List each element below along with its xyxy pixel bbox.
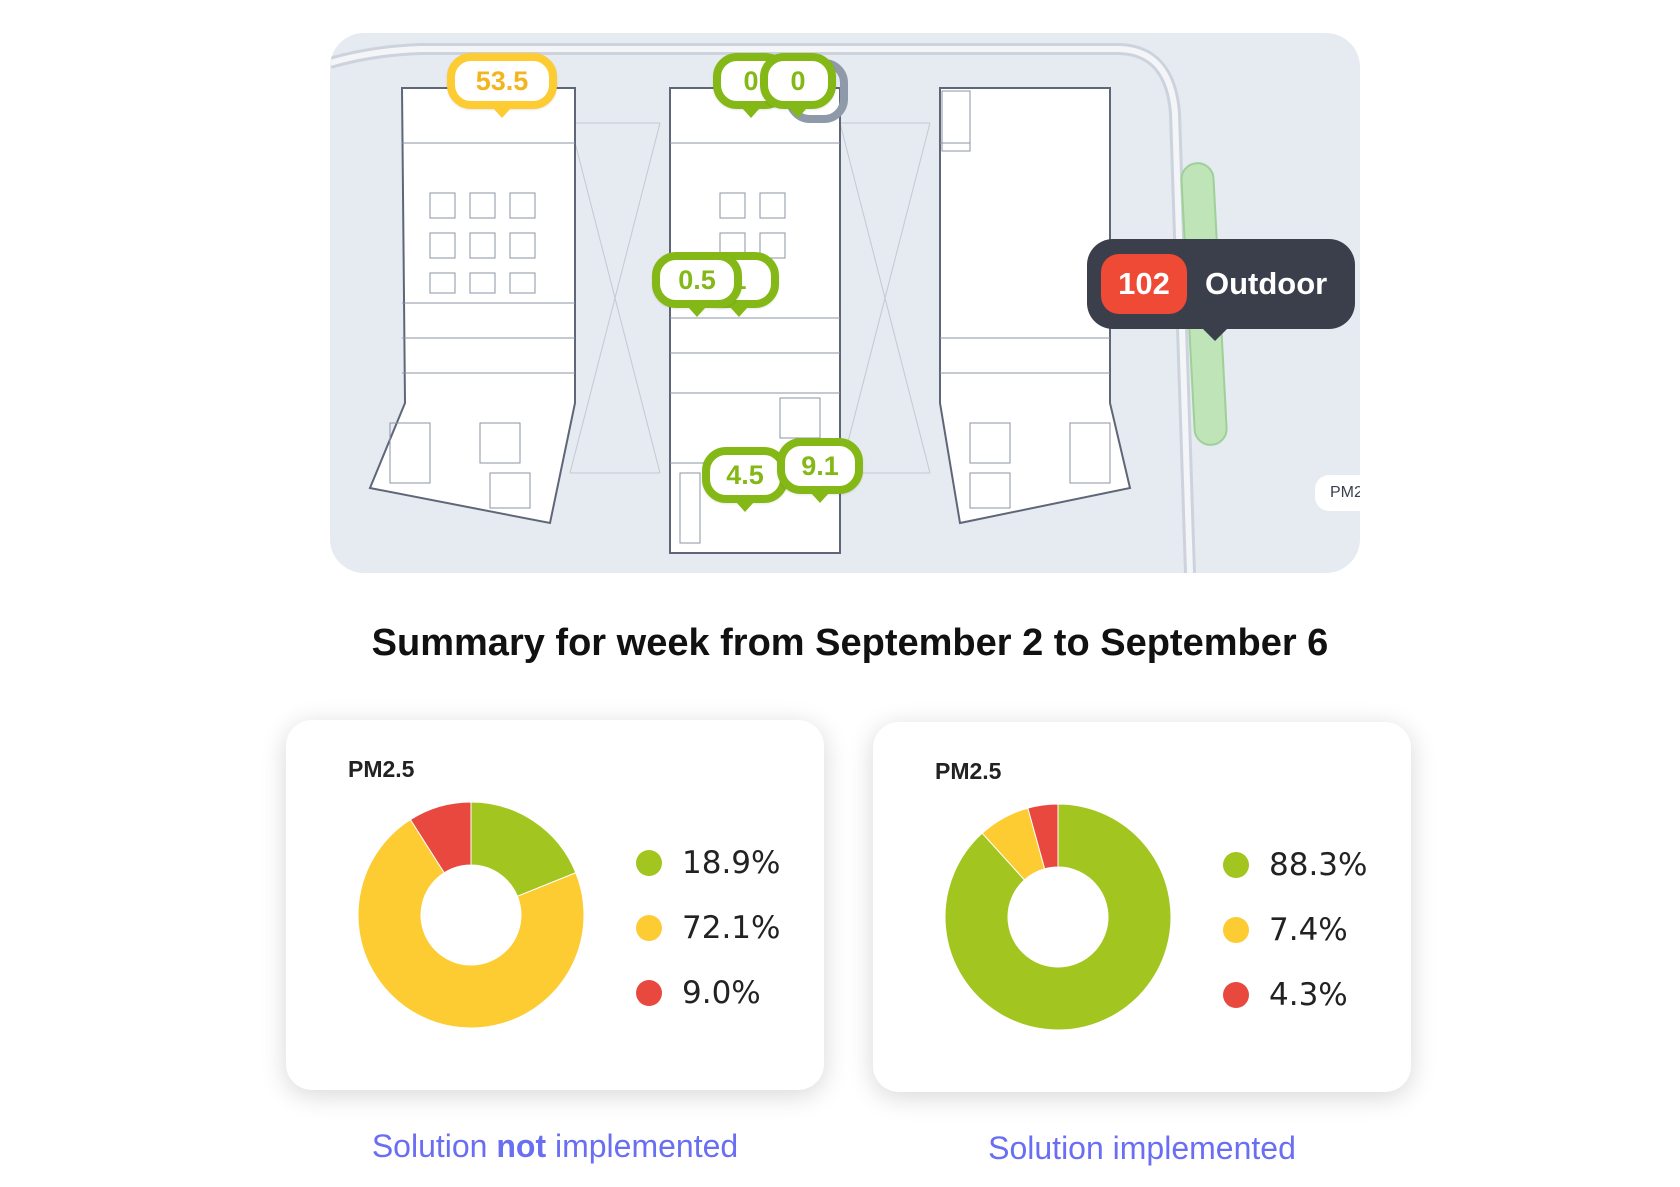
sensor-marker[interactable]: 0.5	[652, 252, 742, 317]
legend-value: 9.0%	[682, 974, 761, 1011]
legend-dot-green	[1223, 851, 1249, 878]
summary-card-right: PM2.5 88.3% 7.4% 4.3%	[873, 722, 1411, 1092]
summary-card-left: PM2.5 18.9% 72.1% 9.0%	[286, 720, 824, 1090]
floor-plan	[330, 43, 1228, 573]
legend-dot-green	[636, 849, 662, 876]
donut-chart	[357, 801, 585, 1029]
legend-item: 72.1%	[636, 895, 780, 960]
outdoor-value-badge: 102	[1101, 254, 1187, 314]
legend-dot-red	[636, 979, 662, 1006]
legend-dot-red	[1223, 981, 1249, 1008]
caption-solution-implemented: Solution implemented	[988, 1130, 1296, 1166]
chart-legend: 88.3% 7.4% 4.3%	[1223, 832, 1367, 1027]
caption-solution-not-implemented: Solution not implemented	[286, 1128, 824, 1165]
donut-slice-yellow	[357, 818, 585, 1029]
donut-slice-green	[470, 801, 577, 897]
sensor-marker[interactable]: 4.5	[702, 447, 788, 512]
outdoor-sensor-marker[interactable]: 102 Outdoor	[1087, 239, 1355, 341]
legend-item: 7.4%	[1223, 897, 1367, 962]
legend-item: 88.3%	[1223, 832, 1367, 897]
legend-dot-yellow	[636, 914, 662, 941]
legend-item: 9.0%	[636, 960, 780, 1025]
donut-chart	[944, 803, 1172, 1031]
legend-value: 7.4%	[1269, 911, 1348, 948]
legend-value: 4.3%	[1269, 976, 1348, 1013]
floor-map[interactable]: 53.5 0 0 1 0.5 4.5 9.1 102 Outdoor PM2	[330, 33, 1360, 573]
sensor-marker[interactable]: 0	[760, 53, 836, 118]
legend-item: 18.9%	[636, 830, 780, 895]
summary-title: Summary for week from September 2 to Sep…	[371, 622, 1329, 664]
caption-text: Solution	[371, 1128, 497, 1164]
pollutant-tab[interactable]: PM2	[1315, 475, 1360, 511]
legend-item: 4.3%	[1223, 962, 1367, 1027]
legend-value: 88.3%	[1269, 846, 1368, 883]
legend-value: 72.1%	[682, 909, 781, 946]
sensor-marker[interactable]: 9.1	[777, 438, 863, 503]
chart-title: PM2.5	[348, 756, 415, 782]
donut-slice-red	[409, 801, 472, 874]
legend-value: 18.9%	[682, 844, 781, 881]
sensor-marker[interactable]: 53.5	[447, 53, 557, 118]
chart-title: PM2.5	[935, 758, 1002, 784]
caption-text: implemented	[546, 1128, 739, 1164]
legend-dot-yellow	[1223, 916, 1249, 943]
donut-slice-green	[944, 803, 1172, 1031]
chart-legend: 18.9% 72.1% 9.0%	[636, 830, 780, 1025]
outdoor-label: Outdoor	[1205, 266, 1328, 301]
donut-slice-red	[1027, 803, 1059, 870]
caption-emphasis: not	[496, 1128, 547, 1164]
